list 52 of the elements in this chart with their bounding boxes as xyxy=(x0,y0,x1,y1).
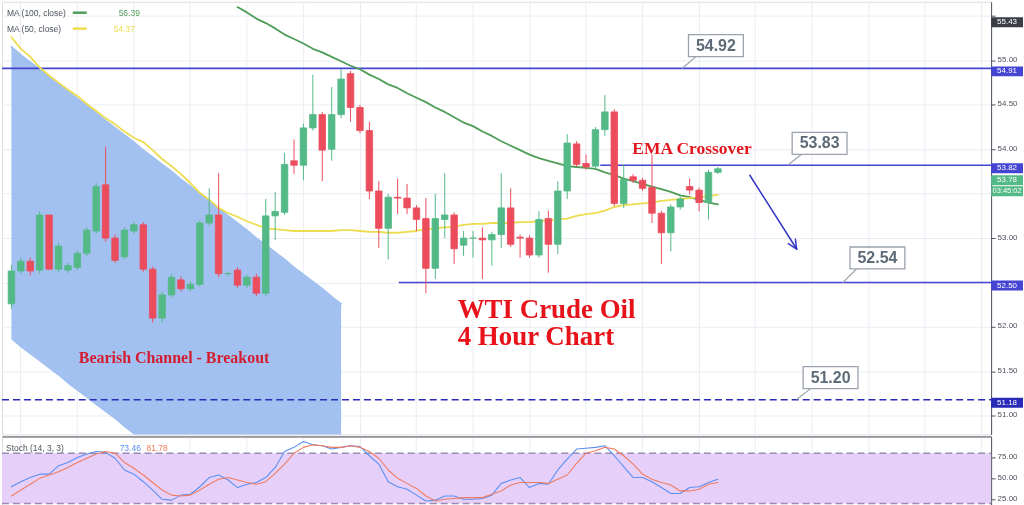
candlestick xyxy=(252,273,260,297)
y-tick-label: 55.00 xyxy=(997,54,1019,64)
y-tick-label: 25.00 xyxy=(997,493,1019,503)
annotation: 52.54 xyxy=(857,248,898,266)
ref-line-label: 54.91 xyxy=(997,66,1018,76)
candlestick xyxy=(290,138,298,175)
candlestick xyxy=(384,193,392,260)
legend-label: MA (100, close) xyxy=(6,7,66,18)
candlestick xyxy=(431,193,439,280)
candlestick xyxy=(478,226,487,280)
candlestick xyxy=(629,173,637,184)
annotation: 51.20 xyxy=(810,368,851,386)
candlestick xyxy=(459,230,468,257)
candlestick xyxy=(620,163,628,209)
y-tick-label: 52.00 xyxy=(997,321,1019,331)
candlestick xyxy=(610,108,618,207)
annotation: 54.92 xyxy=(695,36,736,54)
candlestick xyxy=(17,257,25,275)
candlestick xyxy=(45,214,53,270)
candlestick xyxy=(36,210,44,275)
y-tick-label: 53.00 xyxy=(997,232,1019,242)
annotation: 53.83 xyxy=(799,134,840,152)
y-tick-label: 51.50 xyxy=(997,365,1019,375)
candlestick xyxy=(450,211,458,265)
candlestick xyxy=(26,257,34,276)
annotation: 56.39 xyxy=(118,7,141,18)
annotation: EMA Crossover xyxy=(632,138,752,159)
candlestick xyxy=(149,266,157,324)
y-tick-label: 54.50 xyxy=(997,99,1019,109)
candlestick xyxy=(215,172,223,278)
candlestick xyxy=(714,166,722,175)
ref-line-label: 51.18 xyxy=(997,397,1018,407)
annotation: 73.46 xyxy=(119,443,142,454)
y-tick-label: 54.00 xyxy=(997,143,1019,153)
candlestick xyxy=(139,221,147,273)
candlestick xyxy=(130,221,138,235)
annotation: 55.43 xyxy=(997,17,1018,27)
annotation: Bearish Channel - Breakout xyxy=(78,348,270,366)
text: Stoch (14, 3, 3) xyxy=(5,443,65,454)
text: 53.78 xyxy=(997,175,1018,185)
y-tick-label: 51.00 xyxy=(997,410,1019,420)
annotation: 81.78 xyxy=(146,443,169,454)
candlestick xyxy=(318,111,326,182)
ref-line-label: 52.50 xyxy=(997,280,1018,290)
y-tick-label: 50.00 xyxy=(997,472,1019,482)
candlestick xyxy=(544,210,552,274)
y-tick-label: 75.00 xyxy=(997,451,1019,461)
legend-label: MA (50, close) xyxy=(6,23,62,34)
candlestick xyxy=(441,172,449,239)
annotation: 54.37 xyxy=(113,23,136,34)
candlestick xyxy=(375,180,383,249)
ref-line-label: 53.82 xyxy=(997,163,1018,173)
